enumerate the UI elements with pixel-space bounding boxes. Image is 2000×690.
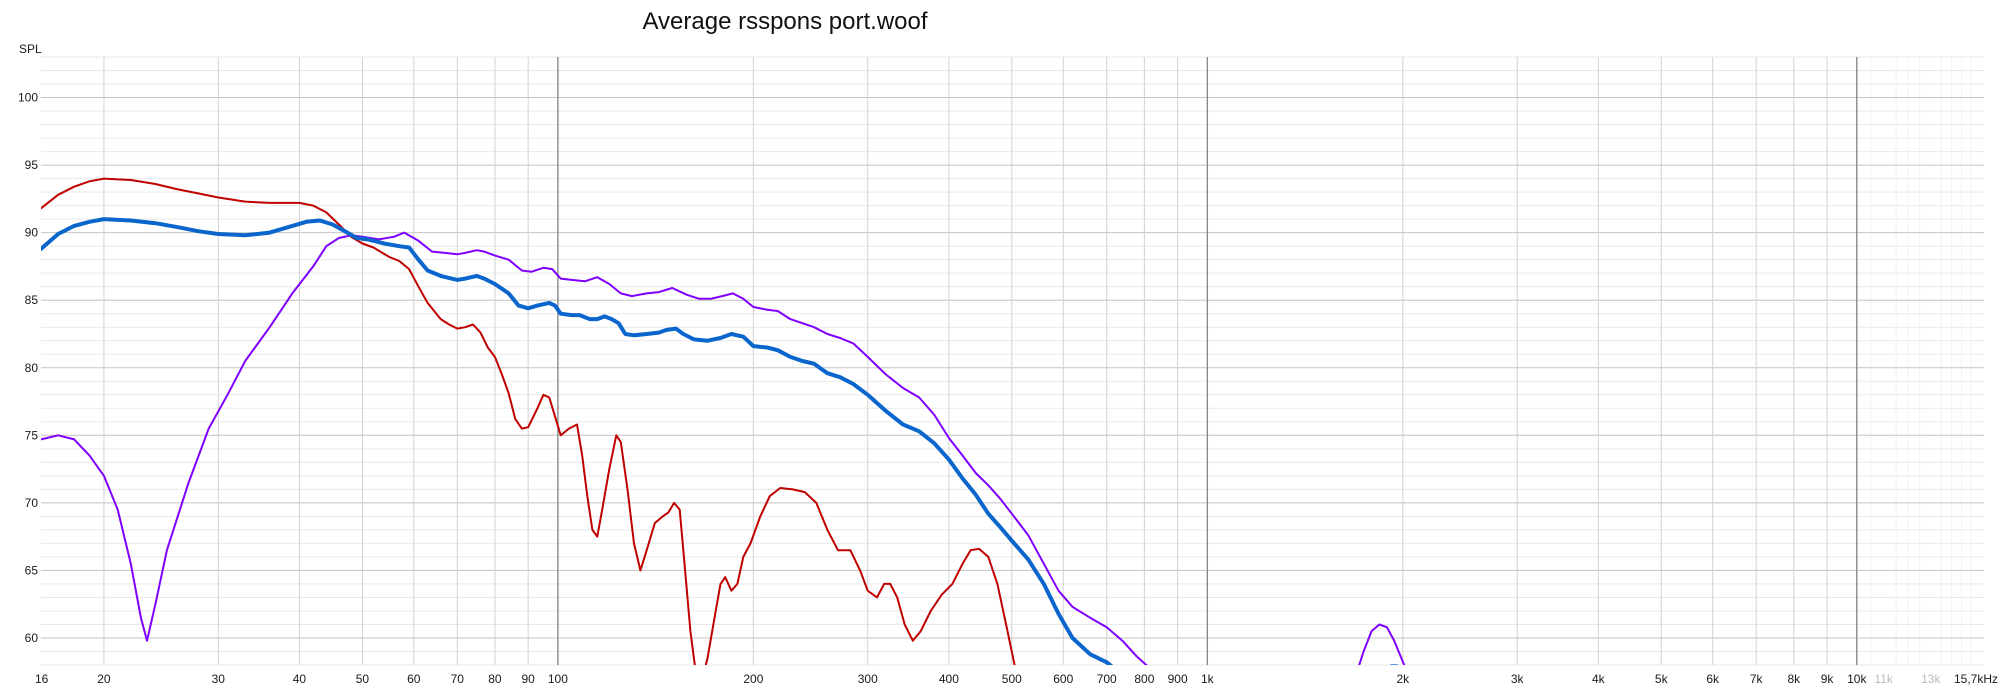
y-axis-label: SPL	[19, 42, 42, 56]
x-tick-label: 600	[1053, 672, 1073, 686]
y-tick-label: 100	[18, 91, 38, 105]
x-tick-label: 1k	[1201, 672, 1215, 686]
series-line-1	[41, 177, 1016, 665]
x-tick-label: 10k	[1847, 672, 1867, 686]
x-tick-label: 7k	[1750, 672, 1764, 686]
x-tick-label: 80	[488, 672, 502, 686]
series-layer	[41, 177, 1406, 665]
x-tick-label: 16	[35, 672, 49, 686]
x-tick-label: 5k	[1655, 672, 1669, 686]
y-tick-label: 75	[25, 428, 39, 442]
y-tick-label: 95	[25, 158, 39, 172]
x-tick-label: 40	[293, 672, 307, 686]
x-tick-label: 8k	[1787, 672, 1801, 686]
x-tick-label: 100	[548, 672, 568, 686]
x-tick-label: 50	[356, 672, 370, 686]
x-tick-label: 400	[939, 672, 959, 686]
x-tick-label: 800	[1134, 672, 1154, 686]
x-tick-label: 200	[743, 672, 763, 686]
x-tick-label: 90	[521, 672, 535, 686]
x-tick-label: 13k	[1921, 672, 1941, 686]
minor-grid	[41, 56, 1984, 666]
x-tick-label: 30	[212, 672, 226, 686]
x-tick-label: 3k	[1511, 672, 1525, 686]
y-tick-label: 90	[25, 226, 39, 240]
y-axis-ticks: 60 65 70 75 80 85 90 95 100	[18, 91, 38, 645]
y-tick-label: 70	[25, 496, 39, 510]
x-tick-label: 6k	[1706, 672, 1720, 686]
x-tick-label: 70	[451, 672, 465, 686]
x-tick-label: 60	[407, 672, 421, 686]
x-tick-label: 9k	[1821, 672, 1835, 686]
x-tick-label: 4k	[1592, 672, 1606, 686]
plot-area	[41, 57, 1984, 665]
x-tick-label: 2k	[1396, 672, 1410, 686]
x-tick-label: 300	[858, 672, 878, 686]
x-tick-label: 700	[1097, 672, 1117, 686]
chart-title: Average rsspons port.woof	[642, 8, 928, 35]
x-tick-label: 900	[1168, 672, 1188, 686]
y-tick-label: 80	[25, 361, 39, 375]
x-tick-label: 20	[97, 672, 111, 686]
x-tick-label: 11k	[1874, 672, 1893, 686]
major-grid	[41, 57, 1984, 665]
x-tick-label: 15,7kHz	[1954, 672, 1998, 686]
x-axis-ticks: 16 20 30 40 50 60 70 80 90 100 200 300 400 500 600 700 8…	[35, 672, 1998, 686]
y-tick-label: 65	[25, 563, 39, 577]
y-tick-label: 60	[25, 631, 39, 645]
y-tick-label: 85	[25, 293, 39, 307]
series-line-2	[41, 231, 1406, 665]
series-line-3	[41, 217, 1399, 665]
x-tick-label: 500	[1002, 672, 1022, 686]
